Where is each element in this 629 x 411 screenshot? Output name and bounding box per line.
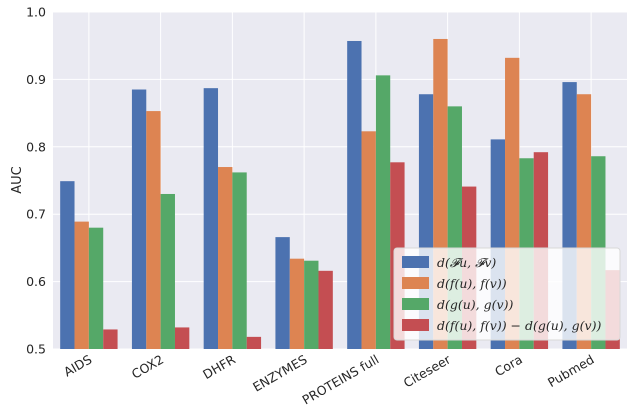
y-tick-label: 0.7 bbox=[26, 207, 46, 222]
x-tick-label: Pubmed bbox=[545, 352, 597, 390]
legend-swatch-1 bbox=[402, 277, 429, 289]
bar-3-series-2 bbox=[304, 260, 319, 349]
bar-1-series-0 bbox=[131, 89, 147, 349]
bar-2-series-1 bbox=[218, 167, 233, 349]
y-tick-label: 0.5 bbox=[26, 342, 46, 357]
legend-swatch-3 bbox=[402, 319, 429, 331]
bar-1-series-2 bbox=[160, 193, 175, 349]
x-tick-label: AIDS bbox=[61, 352, 94, 380]
x-tick-label: PROTEINS full bbox=[300, 352, 382, 408]
legend-label-3: d(f(u), f(v)) − d(g(u), g(v)) bbox=[437, 318, 601, 333]
y-tick-label: 0.8 bbox=[26, 139, 46, 154]
bar-0-series-0 bbox=[60, 181, 75, 349]
y-tick-label: 0.6 bbox=[26, 274, 46, 289]
bar-0-series-2 bbox=[88, 227, 104, 349]
legend-swatch-0 bbox=[402, 256, 429, 268]
bar-0-series-1 bbox=[74, 221, 89, 349]
legend: d(𝓕u, 𝓕v) d(f(u), f(v)) d(g(u), g(v)) d(f(u… bbox=[393, 247, 621, 341]
x-tick-label: COX2 bbox=[129, 352, 166, 382]
bar-2-series-0 bbox=[203, 88, 219, 350]
bar-4-series-0 bbox=[347, 40, 362, 350]
y-tick-label: 1.0 bbox=[26, 5, 46, 20]
x-tick-label: DHFR bbox=[200, 351, 238, 382]
y-axis-ticks: 0.5 0.6 0.7 0.8 0.9 1.0 bbox=[26, 5, 46, 357]
bar-3-series-3 bbox=[318, 270, 333, 349]
bar-2-series-2 bbox=[232, 172, 247, 349]
y-axis-title: AUC bbox=[10, 166, 25, 194]
legend-box bbox=[393, 247, 621, 341]
legend-label-1: d(f(u), f(v)) bbox=[437, 276, 507, 291]
legend-swatch-2 bbox=[402, 298, 429, 310]
x-tick-label: ENZYMES bbox=[250, 352, 310, 395]
legend-label-2: d(g(u), g(v)) bbox=[437, 297, 513, 312]
bar-3-series-1 bbox=[289, 258, 305, 349]
bar-4-series-2 bbox=[375, 75, 391, 349]
y-tick-label: 0.9 bbox=[26, 72, 46, 87]
bar-2-series-3 bbox=[246, 336, 262, 349]
bar-1-series-1 bbox=[146, 111, 161, 349]
x-tick-label: Citeseer bbox=[401, 351, 454, 390]
bar-1-series-3 bbox=[174, 327, 190, 349]
bar-4-series-1 bbox=[361, 131, 376, 349]
x-tick-label: Cora bbox=[492, 352, 525, 380]
bar-3-series-0 bbox=[275, 237, 290, 349]
legend-label-0: d(𝓕u, 𝓕v) bbox=[437, 255, 496, 270]
bar-0-series-3 bbox=[103, 329, 118, 349]
